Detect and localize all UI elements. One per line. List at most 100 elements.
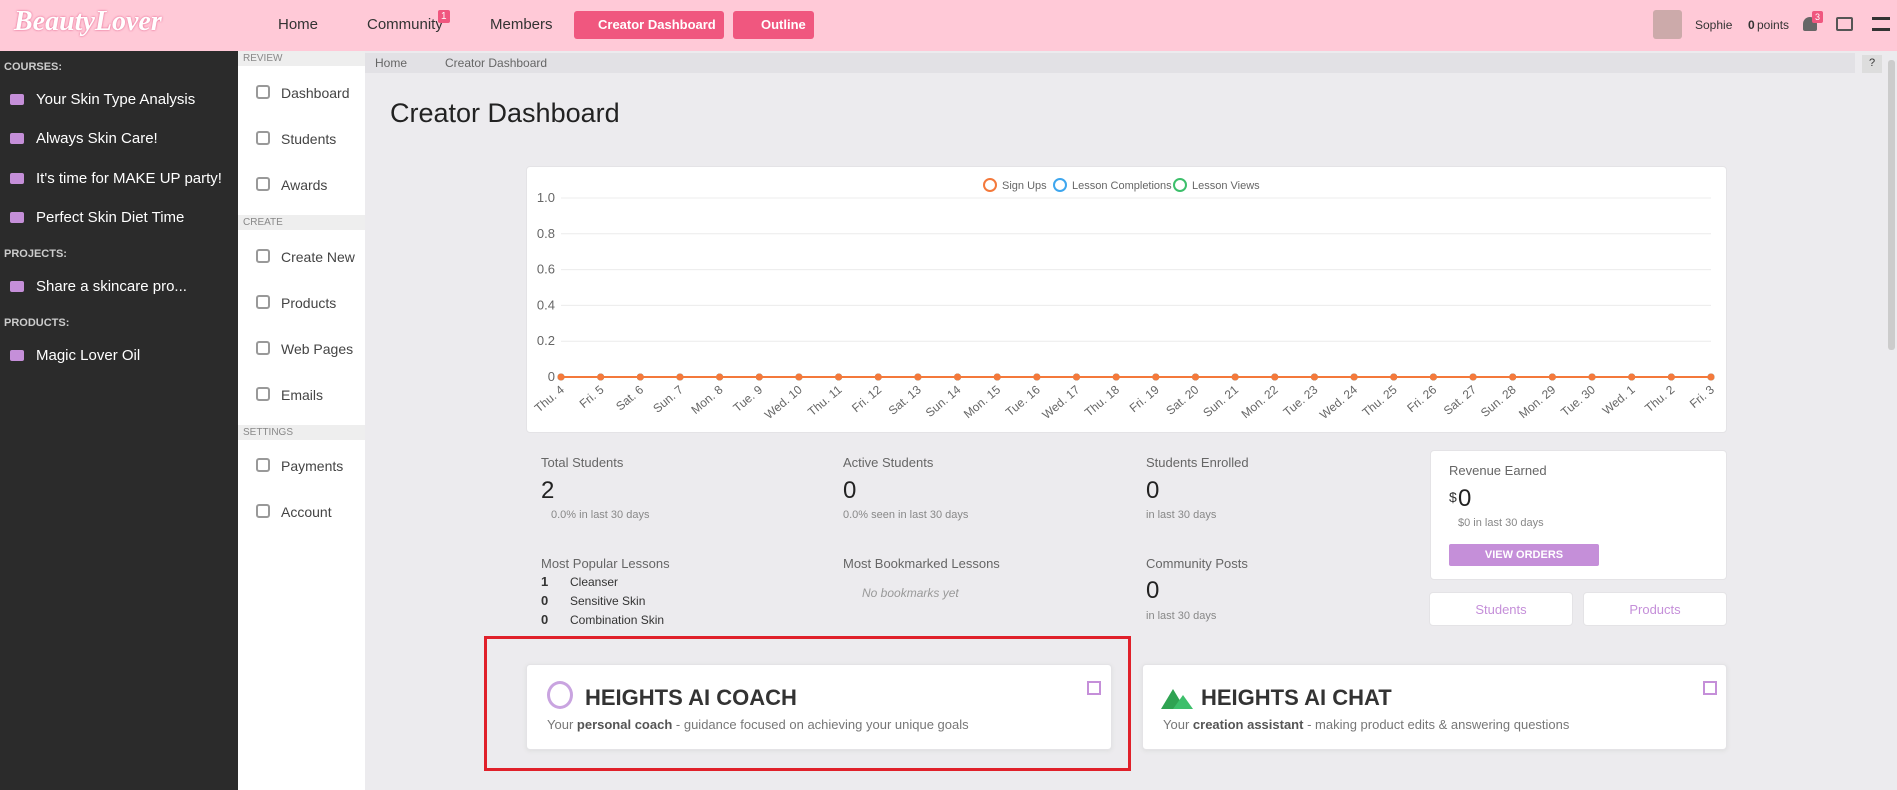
stat-label: Most Popular Lessons — [541, 556, 670, 571]
stat-value: 2 — [541, 477, 555, 504]
data-point — [1350, 373, 1358, 381]
menu-item[interactable]: Create New — [281, 249, 355, 265]
data-point — [1390, 373, 1398, 381]
x-tick-label: Fri. 19 — [1127, 382, 1162, 415]
data-point — [795, 373, 803, 381]
ai-title: HEIGHTS AI CHAT — [1201, 685, 1392, 710]
stat-value: 0 — [1146, 477, 1160, 504]
open-icon[interactable] — [1703, 681, 1717, 695]
course[interactable]: It's time for MAKE UP party! — [36, 170, 222, 187]
folder-icon — [10, 173, 24, 184]
nav-community[interactable]: Community — [367, 16, 443, 33]
x-tick-label: Sat. 20 — [1163, 382, 1201, 417]
ai-card[interactable]: HEIGHTS AI CHAT Your creation assistant … — [1142, 664, 1727, 750]
folder-icon — [10, 212, 24, 223]
lesson-name[interactable]: Combination Skin — [570, 613, 665, 627]
nav-members[interactable]: Members — [490, 16, 553, 33]
data-point — [1191, 373, 1199, 381]
x-tick-label: Fri. 3 — [1687, 382, 1717, 411]
user-name[interactable]: Sophie — [1695, 18, 1733, 32]
menu-item[interactable]: Emails — [281, 387, 324, 403]
x-tick-label: Thu. 2 — [1642, 382, 1677, 415]
inbox[interactable] — [1836, 17, 1853, 31]
scrollbar[interactable] — [1888, 60, 1895, 350]
lesson-count: 1 — [541, 574, 549, 589]
coach-icon — [547, 681, 573, 709]
icon — [256, 295, 270, 309]
menu-item[interactable]: Students — [281, 131, 337, 147]
x-tick-label: Sat. 13 — [886, 382, 924, 417]
icon — [256, 249, 270, 263]
help[interactable]: ? — [1862, 55, 1882, 73]
course[interactable]: Your Skin Type Analysis — [36, 91, 196, 108]
x-tick-label: Sun. 28 — [1478, 382, 1519, 420]
avatar[interactable] — [1653, 10, 1682, 39]
menu-item[interactable]: Awards — [281, 177, 328, 193]
menu-item[interactable]: Account — [281, 504, 332, 520]
x-tick-label: Tue. 16 — [1003, 382, 1043, 419]
menu-item[interactable]: Products — [281, 295, 337, 311]
text: Your — [1163, 717, 1190, 732]
x-tick-label: Mon. 8 — [688, 382, 725, 417]
x-tick-label: Mon. 15 — [961, 382, 1003, 421]
course[interactable]: Always Skin Care! — [36, 130, 158, 147]
y-tick-label: 0.6 — [537, 262, 555, 277]
logo[interactable]: BeautyLover — [14, 6, 162, 37]
stat-label: Active Students — [843, 455, 934, 470]
x-tick-label: Sun. 7 — [650, 382, 686, 415]
icon — [256, 341, 270, 355]
menu-icon[interactable] — [1872, 17, 1890, 31]
badge: 3 — [1812, 11, 1824, 23]
product[interactable]: Magic Lover Oil — [36, 347, 141, 364]
x-tick-label: Thu. 25 — [1360, 382, 1400, 419]
x-tick-label: Mon. 29 — [1516, 382, 1558, 421]
nav-home[interactable]: Home — [278, 16, 319, 33]
nav-creator-dashboard[interactable]: Creator Dashboard — [574, 11, 724, 39]
ai-card[interactable]: HEIGHTS AI COACH Your personal coach - g… — [526, 664, 1112, 750]
open-icon[interactable] — [1087, 681, 1101, 695]
quick-link[interactable]: Products — [1583, 592, 1727, 626]
x-tick-label: Sat. 27 — [1441, 382, 1479, 417]
data-point — [1271, 373, 1279, 381]
text: - guidance focused on achieving your uni… — [675, 717, 969, 732]
menu-item[interactable]: Dashboard — [281, 85, 350, 101]
project-icon — [10, 281, 24, 292]
icon — [256, 85, 270, 99]
icon — [256, 458, 270, 472]
x-tick-label: Tue. 30 — [1558, 382, 1598, 419]
data-point — [1469, 373, 1477, 381]
data-point — [954, 373, 962, 381]
project[interactable]: Share a skincare pro... — [36, 278, 187, 295]
stat-note: in last 30 days — [1146, 610, 1217, 622]
view-orders-button[interactable]: VIEW ORDERS — [1449, 544, 1599, 566]
quick-link[interactable]: Students — [1429, 592, 1573, 626]
lesson-name[interactable]: Cleanser — [570, 575, 619, 589]
breadcrumb[interactable]: Home — [375, 56, 408, 70]
menu-item[interactable]: Payments — [281, 458, 344, 474]
points: 0 — [1748, 18, 1755, 32]
course[interactable]: Perfect Skin Diet Time — [36, 209, 185, 226]
x-tick-label: Fri. 26 — [1404, 382, 1439, 415]
stat-label: Most Bookmarked Lessons — [843, 556, 1000, 571]
data-point — [1033, 373, 1041, 381]
menu-item[interactable]: Web Pages — [281, 341, 354, 357]
nav-outline[interactable]: Outline — [733, 11, 814, 39]
section-label: PROJECTS: — [4, 248, 67, 260]
menu-header: CREATE — [238, 215, 365, 230]
data-point — [1548, 373, 1556, 381]
revenue-card: Revenue Earned $ 0 $0 in last 30 days VI… — [1430, 450, 1727, 580]
stat-label: Community Posts — [1146, 556, 1248, 571]
x-tick-label: Thu. 11 — [805, 382, 845, 419]
x-tick-label: Sat. 6 — [613, 382, 646, 413]
x-tick-label: Sun. 21 — [1200, 382, 1241, 420]
chat-icon — [1161, 689, 1193, 709]
icon — [256, 177, 270, 191]
data-point — [755, 373, 763, 381]
lesson-name[interactable]: Sensitive Skin — [570, 594, 646, 608]
data-point — [874, 373, 882, 381]
folder-icon — [10, 94, 24, 105]
text: Your — [547, 717, 574, 732]
y-tick-label: 0.8 — [537, 226, 555, 241]
data-point — [835, 373, 843, 381]
